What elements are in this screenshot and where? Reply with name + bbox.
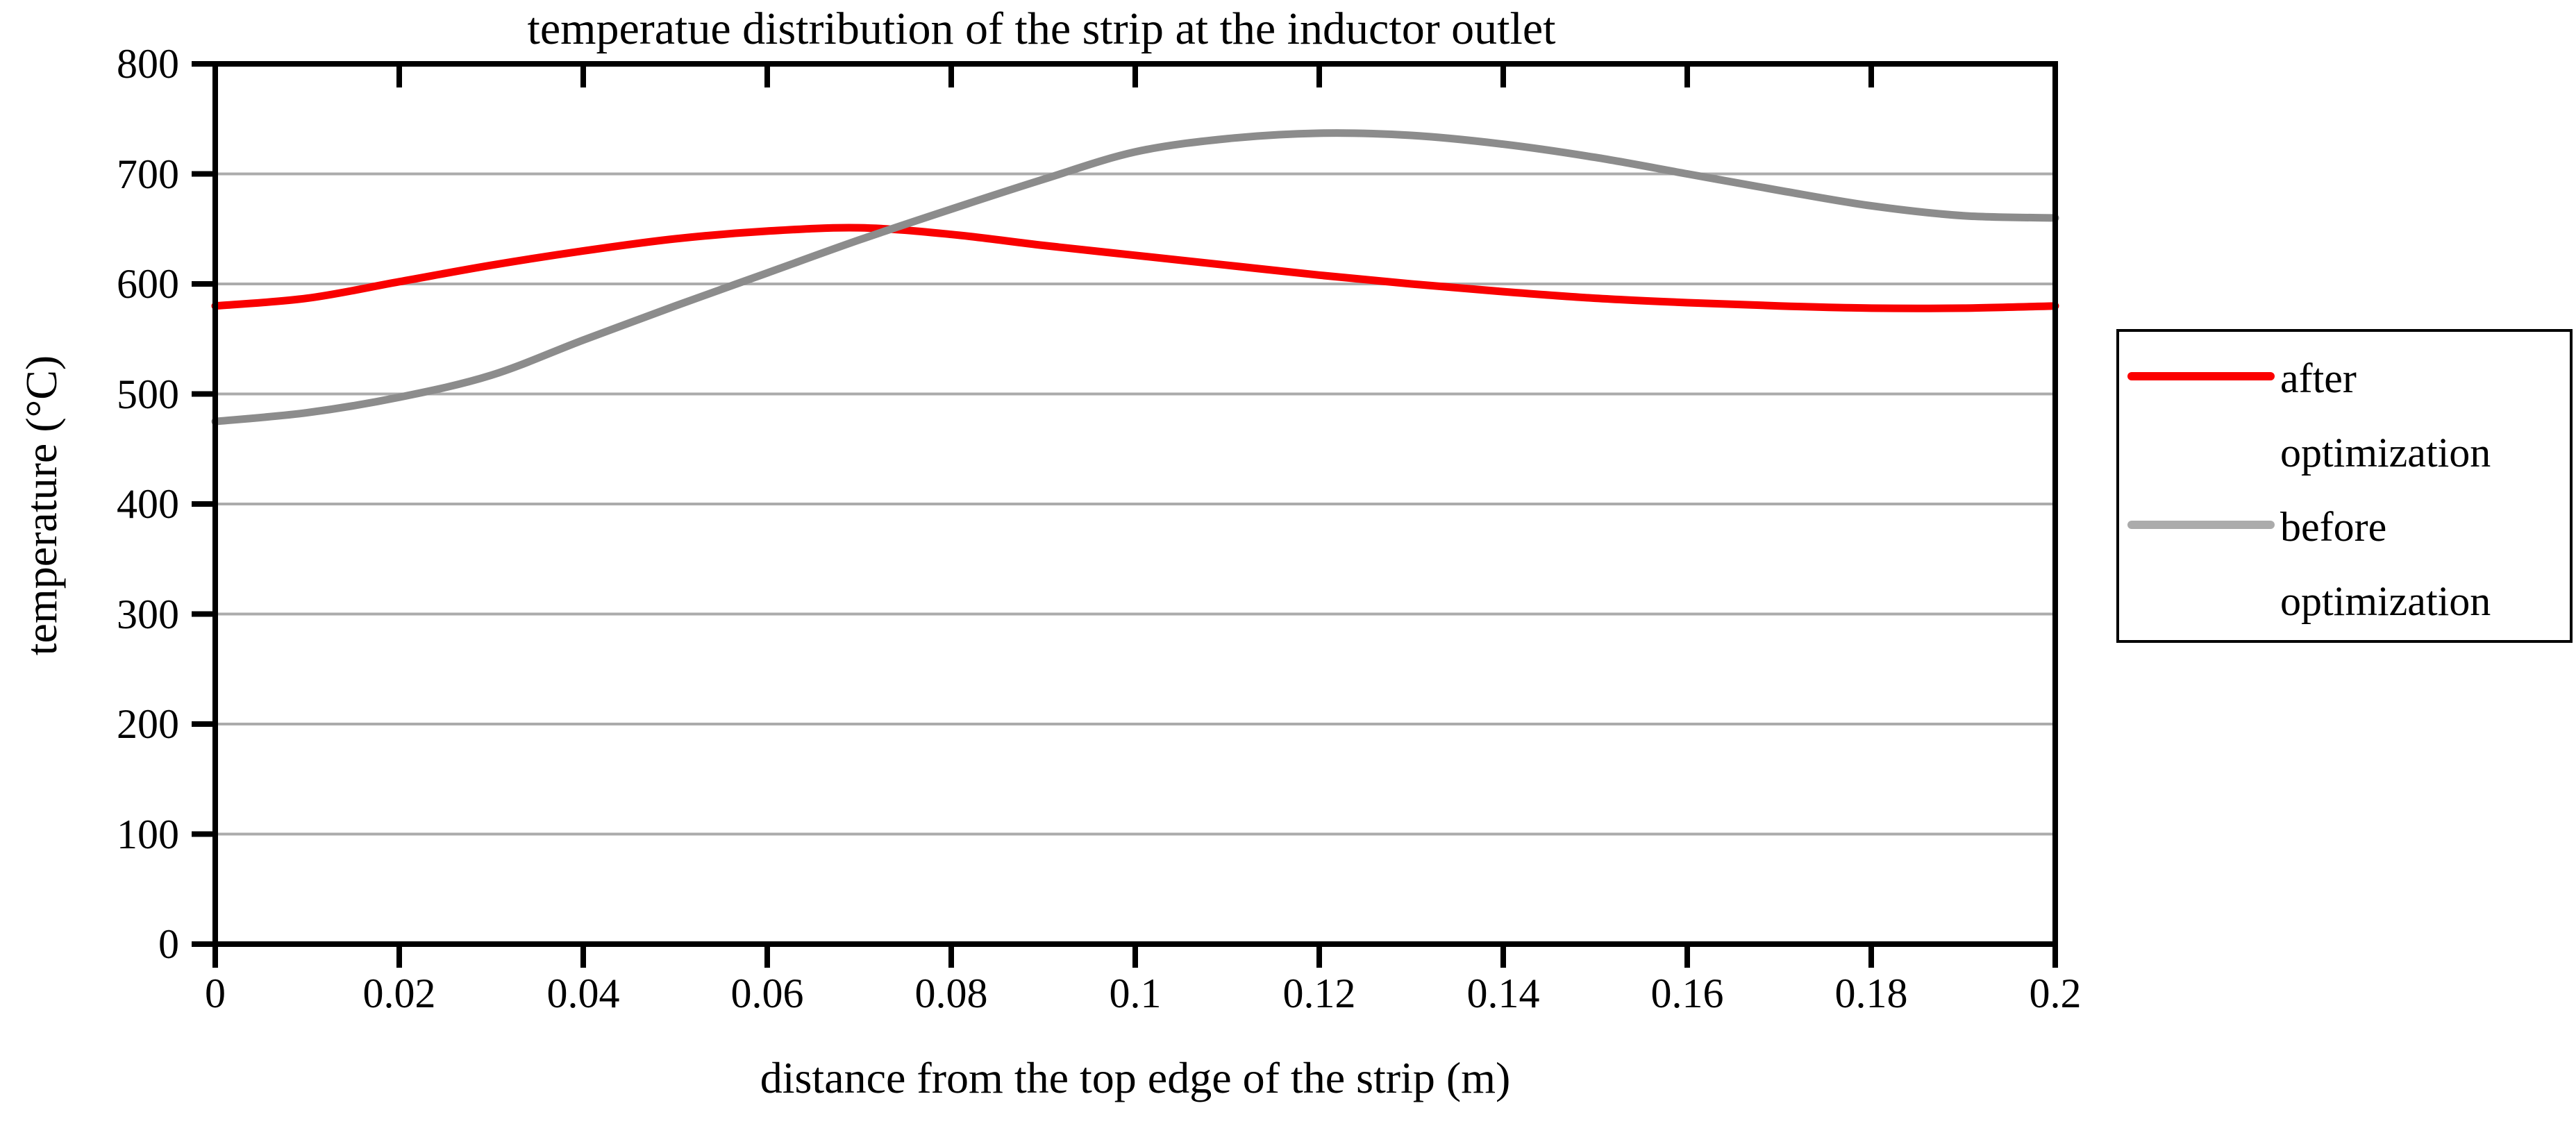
x-tick-label: 0.18 [1834, 970, 1908, 1016]
x-tick-label: 0.04 [546, 970, 620, 1016]
legend-label-before: before optimization [2280, 504, 2491, 624]
y-tick-label: 200 [117, 701, 179, 747]
series-line-after [211, 224, 2059, 312]
y-tick-label: 700 [117, 151, 179, 197]
chart-title: temperatue distribution of the strip at … [527, 3, 1556, 54]
legend-line-sample-after-icon [2127, 372, 2275, 380]
y-tick-label: 300 [117, 591, 179, 637]
y-tick-label: 800 [117, 41, 179, 87]
x-tick-label: 0.1 [1109, 970, 1162, 1016]
x-tick-label: 0.16 [1650, 970, 1724, 1016]
x-tick-label: 0.02 [362, 970, 436, 1016]
legend: after optimization before optimization [2116, 329, 2573, 643]
x-tick-label: 0.06 [730, 970, 804, 1016]
y-tick-label: 500 [117, 371, 179, 417]
x-tick-label: 0.08 [914, 970, 988, 1016]
y-tick-label: 0 [158, 921, 179, 967]
x-tick-label: 0.12 [1282, 970, 1356, 1016]
x-tick-label: 0 [205, 970, 226, 1016]
legend-line-sample-before-icon [2127, 521, 2275, 529]
y-tick-label: 400 [117, 481, 179, 527]
y-axis-title: temperature (°C) [17, 355, 66, 656]
legend-entry-before: before optimization [2127, 490, 2570, 639]
legend-entry-after: after optimization [2127, 342, 2570, 490]
x-axis-title: distance from the top edge of the strip … [760, 1053, 1511, 1102]
y-tick-label: 100 [117, 811, 179, 857]
legend-label-after: after optimization [2280, 355, 2491, 476]
y-tick-label: 600 [117, 261, 179, 307]
x-tick-label: 0.14 [1466, 970, 1540, 1016]
x-tick-label: 0.2 [2029, 970, 2082, 1016]
series-line-before [211, 129, 2059, 426]
